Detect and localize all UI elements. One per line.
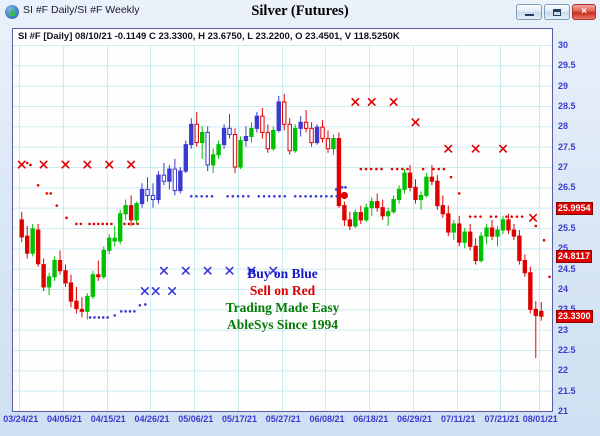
price-highlight-label[interactable]: 25.9954	[556, 201, 593, 215]
price-axis[interactable]: 30 29.5 29 28.5 28 27.5 27 26.5 25.5 25 24.5 24 23.5…	[556, 28, 600, 416]
ablesys-logo-icon	[5, 5, 19, 19]
price-tick-label: 28	[558, 121, 569, 132]
maximize-button[interactable]	[544, 4, 570, 20]
signal-x-marker	[127, 160, 136, 169]
price-tick-label: 21	[558, 406, 569, 416]
date-tick-label: 05/06/21	[178, 414, 214, 424]
candles	[19, 93, 544, 359]
price-highlight-label[interactable]: 23.3300	[556, 310, 593, 324]
date-tick-label: 08/01/21	[522, 414, 558, 424]
date-tick-label: 04/26/21	[134, 414, 170, 424]
date-axis: 03/24/21 04/05/21 04/15/21 04/26/21 05/06/21…	[3, 414, 558, 430]
signal-x-marker	[411, 118, 420, 127]
date-tick-label: 06/29/21	[396, 414, 433, 424]
date-tick-label: 05/27/21	[265, 414, 301, 424]
date-tick-label: 07/11/21	[440, 414, 476, 424]
price-tick-label: 23	[558, 324, 569, 335]
window-title: Silver (Futures)	[251, 3, 349, 19]
price-tick-label: 22	[558, 365, 569, 376]
signal-x-marker	[17, 160, 26, 169]
signal-x-marker	[471, 144, 480, 153]
date-tick-label: 04/05/21	[46, 414, 83, 424]
signal-x-marker	[498, 144, 508, 153]
signal-markers	[17, 97, 551, 319]
date-tick-label: 07/21/21	[484, 414, 520, 424]
date-tick-label: 05/17/21	[221, 414, 258, 424]
window-title-bar: SI #F Daily/SI #F Weekly Silver (Futures…	[0, 0, 600, 25]
date-tick-label: 06/08/21	[309, 414, 345, 424]
date-tick-label: 06/18/21	[353, 414, 389, 424]
minimize-button[interactable]	[516, 4, 542, 20]
candlestick-canvas	[13, 45, 552, 411]
signal-x-marker	[225, 266, 234, 275]
price-tick-label: 23.5	[558, 304, 576, 314]
price-tick-label: 22.5	[558, 345, 576, 355]
price-tick-label: 24.5	[558, 263, 576, 274]
signal-x-marker	[39, 160, 48, 169]
close-button[interactable]: ×	[572, 4, 596, 20]
chart-frame: SI #F [Daily] 08/10/21 -0.1149 C 23.3300…	[12, 28, 553, 412]
signal-x-marker	[269, 266, 278, 275]
window-left-label: SI #F Daily/SI #F Weekly	[23, 4, 140, 16]
signal-x-marker	[181, 266, 190, 275]
maximize-icon	[545, 5, 569, 19]
price-tick-label: 25	[558, 243, 569, 254]
signal-x-marker	[159, 266, 168, 275]
price-tick-label: 29.5	[558, 60, 576, 71]
price-tick-label: 26.5	[558, 182, 576, 193]
signal-x-marker	[203, 266, 212, 275]
signal-x-marker	[444, 144, 453, 153]
price-tick-label: 21.5	[558, 385, 576, 396]
signal-x-marker	[61, 160, 70, 169]
price-tick-label: 24	[558, 284, 569, 294]
signal-x-marker	[140, 286, 149, 296]
price-tick-label: 30	[558, 40, 569, 50]
signal-x-marker	[83, 160, 92, 169]
date-tick-label: 03/24/21	[3, 414, 39, 424]
signal-x-marker	[247, 266, 256, 275]
price-tick-label: 27	[558, 162, 569, 172]
quote-info-bar: SI #F [Daily] 08/10/21 -0.1149 C 23.3300…	[13, 29, 552, 45]
price-tick-label: 28.5	[558, 101, 576, 111]
minimize-icon	[517, 5, 541, 19]
close-icon: ×	[581, 6, 587, 17]
price-tick-label: 27.5	[558, 141, 576, 152]
signal-x-marker	[151, 286, 160, 296]
date-tick-label: 04/15/21	[90, 414, 126, 424]
price-tick-label: 29	[558, 80, 569, 91]
signal-x-marker	[529, 213, 538, 222]
price-tick-label: 25.5	[558, 223, 576, 233]
signal-x-marker	[389, 97, 398, 106]
price-plot-area[interactable]: Buy on Blue Sell on Red Trading Made Easy A…	[13, 45, 552, 411]
signal-x-marker	[351, 97, 360, 106]
price-highlight-label[interactable]: 24.8117	[556, 249, 593, 263]
signal-x-marker	[105, 160, 114, 169]
grid-lines	[13, 45, 552, 411]
signal-x-marker	[367, 97, 376, 106]
signal-x-marker	[168, 286, 177, 296]
